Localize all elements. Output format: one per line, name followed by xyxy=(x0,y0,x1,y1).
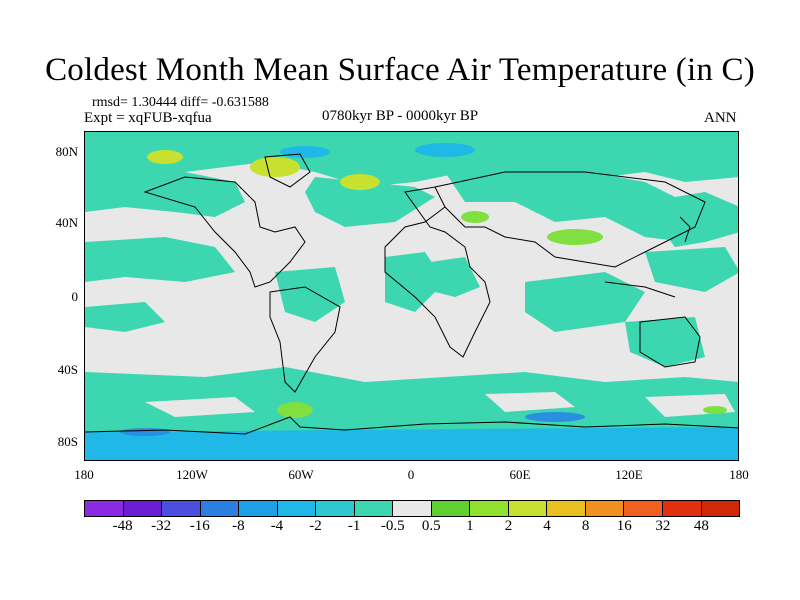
south-america-cool xyxy=(275,267,345,322)
experiment-line: Expt = xqFUB-xqfua xyxy=(84,110,212,126)
peninsula-warm xyxy=(277,402,313,418)
colorbar-swatch xyxy=(624,501,663,516)
colorbar-swatch xyxy=(277,501,317,516)
eurasia-coast xyxy=(434,171,706,268)
africa-cool xyxy=(430,257,480,297)
japan-coast xyxy=(679,216,691,243)
colorbar-label: -8 xyxy=(232,518,245,534)
antarctic-cold-spot xyxy=(525,412,585,422)
eurasia-cool-patch xyxy=(445,167,685,242)
x-tick-60w: 60W xyxy=(288,467,314,482)
period-label: 0780kyr BP - 0000kyr BP xyxy=(322,108,479,124)
colorbar-label: 16 xyxy=(616,518,632,534)
antarctic-warm-2 xyxy=(703,406,727,414)
y-tick-0: 0 xyxy=(71,289,79,304)
tropical-atlantic-cool xyxy=(385,252,445,312)
southern-ocean-gap-2 xyxy=(485,392,575,412)
indonesia-coast xyxy=(604,281,676,298)
map-title: Coldest Month Mean Surface Air Temperatu… xyxy=(45,52,755,88)
colorbar-label: 48 xyxy=(693,518,709,534)
colorbar-swatch xyxy=(470,501,509,516)
greenland-warm xyxy=(250,157,300,177)
x-tick-0: 0 xyxy=(407,467,415,482)
north-atlantic-cool xyxy=(305,177,435,227)
colorbar-label: 2 xyxy=(504,518,513,534)
x-tick-180-right: 180 xyxy=(729,467,749,482)
colorbar-label: -4 xyxy=(270,518,284,534)
colorbar-swatch xyxy=(585,501,625,516)
colorbar-swatch xyxy=(316,501,355,516)
scandinavia-warm xyxy=(340,174,380,190)
colorbar-swatch xyxy=(508,501,548,516)
caspian-warm xyxy=(461,211,489,223)
colorbar-label: -1 xyxy=(347,518,361,534)
colorbar-label: 32 xyxy=(655,518,671,534)
colorbar-swatch xyxy=(431,501,471,516)
colorbar-swatch xyxy=(123,501,163,516)
southern-ocean-gap-1 xyxy=(145,397,255,417)
colorbar-label: -32 xyxy=(151,518,172,534)
colorbar-label: -48 xyxy=(112,518,133,534)
x-tick-120e: 120E xyxy=(615,467,643,482)
colorbar-label: -2 xyxy=(309,518,322,534)
colorbar-label: 1 xyxy=(466,518,474,534)
south-pacific-cool xyxy=(85,302,165,332)
south-america-coast xyxy=(269,286,341,393)
north-america-coast xyxy=(143,176,306,288)
x-tick-120w: 120W xyxy=(176,467,208,482)
arctic-cold-spot xyxy=(415,143,475,157)
colorbar-swatch xyxy=(200,501,240,516)
central-asia-warm xyxy=(547,229,603,245)
colorbar-swatch xyxy=(662,501,702,516)
colorbar-swatch xyxy=(85,501,124,516)
y-tick-80s: 80S xyxy=(57,434,78,449)
colorbar-label: 4 xyxy=(543,518,551,534)
east-asia-cool xyxy=(645,192,738,247)
colorbar-label: 8 xyxy=(581,518,590,534)
season-label: ANN xyxy=(704,110,737,126)
temperature-map xyxy=(85,132,738,460)
colorbar-swatch xyxy=(393,501,432,516)
colorbar-swatch xyxy=(354,501,394,516)
colorbar-label: -0.5 xyxy=(380,518,405,534)
tropical-pacific-cool xyxy=(85,237,235,282)
arctic-warm-small xyxy=(147,150,183,164)
arctic-cold-spot-2 xyxy=(280,146,330,158)
colorbar-swatch xyxy=(701,501,740,516)
north-pacific-cool xyxy=(85,172,245,217)
colorbar-label: 0.5 xyxy=(421,518,441,534)
x-tick-60e: 60E xyxy=(509,467,531,482)
x-tick-180-left: 180 xyxy=(74,467,94,482)
indian-ocean-cool xyxy=(525,272,645,332)
australia-coast xyxy=(639,316,701,368)
colorbar-swatch xyxy=(239,501,278,516)
colorbar-label: -16 xyxy=(189,518,210,534)
map-panel xyxy=(84,131,739,461)
antarctic-cold-spot-2 xyxy=(120,428,170,436)
y-tick-40s: 40S xyxy=(57,362,78,377)
y-tick-40n: 40N xyxy=(55,215,78,230)
antarctic-cool-strip xyxy=(85,427,738,460)
antarctica-coast xyxy=(85,416,738,435)
stats-line: rmsd= 1.30444 diff= -0.631588 xyxy=(92,95,269,110)
greenland-coast xyxy=(264,153,311,188)
europe-africa-coast xyxy=(384,186,491,358)
colorbar-swatch xyxy=(547,501,586,516)
coastlines xyxy=(85,153,738,435)
colorbar xyxy=(84,500,740,517)
west-pacific-cool xyxy=(645,247,738,292)
y-tick-80n: 80N xyxy=(55,144,78,159)
colorbar-swatch xyxy=(162,501,201,516)
